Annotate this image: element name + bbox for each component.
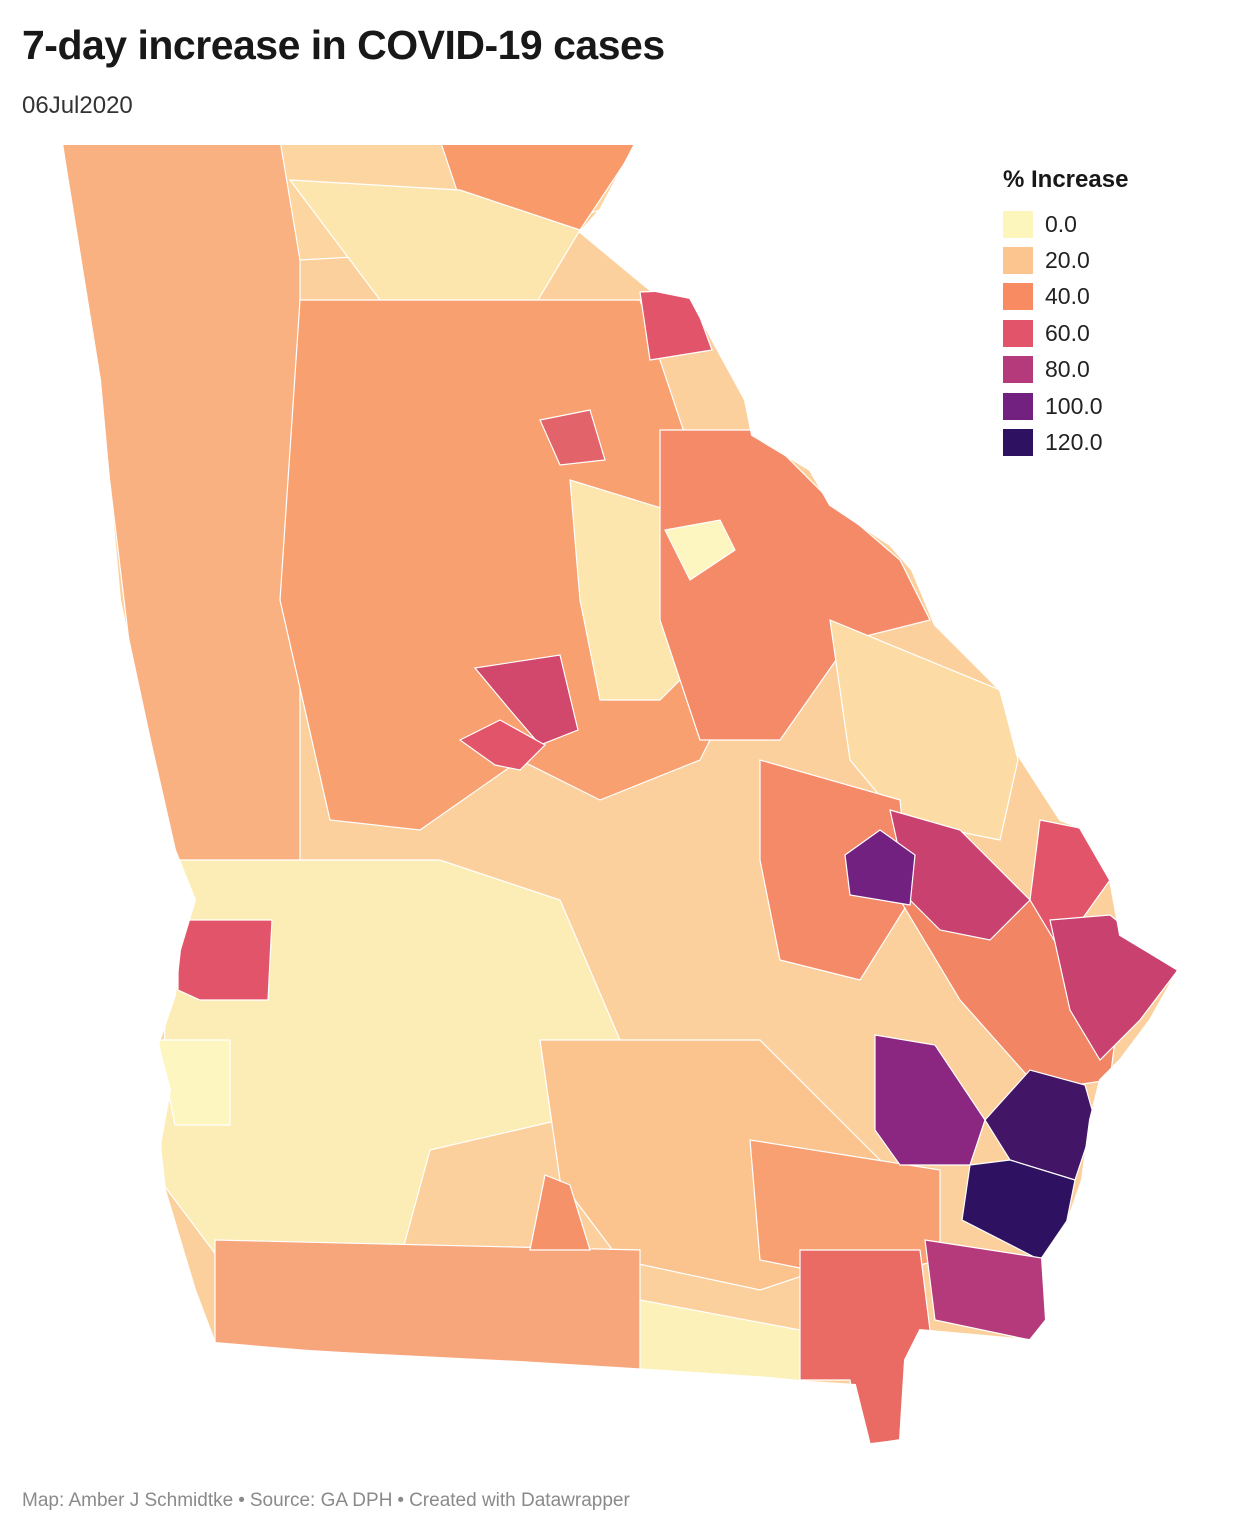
map-credit: Map: Amber J Schmidtke [22,1490,234,1511]
legend-label: 40.0 [1045,283,1090,310]
legend-item: 0.0 [1003,206,1218,242]
legend-label: 0.0 [1045,210,1077,237]
county-region-northwest [62,144,301,901]
legend-item: 120.0 [1003,424,1218,460]
legend-item: 100.0 [1003,388,1218,424]
footer-credits: Map: Amber J Schmidtke • Source: GA DPH • Cr… [22,1490,630,1512]
separator: • [238,1490,245,1511]
legend-label: 80.0 [1045,356,1090,383]
legend-item: 80.0 [1003,352,1218,388]
legend-label: 100.0 [1045,392,1103,419]
county-region-central-red [458,719,546,771]
legend-label: 20.0 [1045,247,1090,274]
county-region-east-red [759,759,911,981]
legend-swatch [1003,283,1033,311]
county-region-northeast-red [639,289,713,361]
legend-swatch [1003,247,1033,275]
county-region-central-magenta [473,654,579,746]
legend-title: % Increase [1003,166,1129,193]
legend-item: 20.0 [1003,242,1218,278]
county-region-east-orange [659,429,931,741]
county-region-eastcentral-light-yellow [664,519,736,581]
county-region-coast-upper-red [1029,819,1111,952]
legend-items: 0.0 20.0 40.0 60.0 80.0 100.0 120.0 [1003,206,1218,461]
legend-swatch [1003,392,1033,420]
legend-label: 120.0 [1045,429,1103,456]
county-fills [62,144,1178,1445]
legend-swatch [1003,356,1033,384]
legend: % Increase 0.0 20.0 40.0 60.0 80.0 100.0… [1003,166,1218,461]
legend-item: 60.0 [1003,315,1218,351]
separator: • [397,1490,405,1511]
state-outline [60,143,1180,1447]
county-region-west-red [177,919,273,1001]
tool-credit: Created with Datawrapper [409,1490,630,1511]
legend-swatch [1003,210,1033,238]
county-region-north-red [539,409,606,466]
county-region-eastcentral-purple [844,829,916,906]
county-region-south-border [214,1239,641,1371]
map-subtitle: 06Jul2020 [22,92,133,119]
legend-item: 40.0 [1003,279,1218,315]
county-region-southcentral-orange [529,1174,591,1251]
legend-label: 60.0 [1045,319,1090,346]
legend-swatch [1003,319,1033,347]
county-region-southwest-light [159,859,621,1261]
source-credit: Source: GA DPH [249,1490,393,1511]
county-region-northgeorgia-light [288,179,581,331]
map-title: 7-day increase in COVID-19 cases [22,22,665,68]
legend-swatch [1003,429,1033,457]
